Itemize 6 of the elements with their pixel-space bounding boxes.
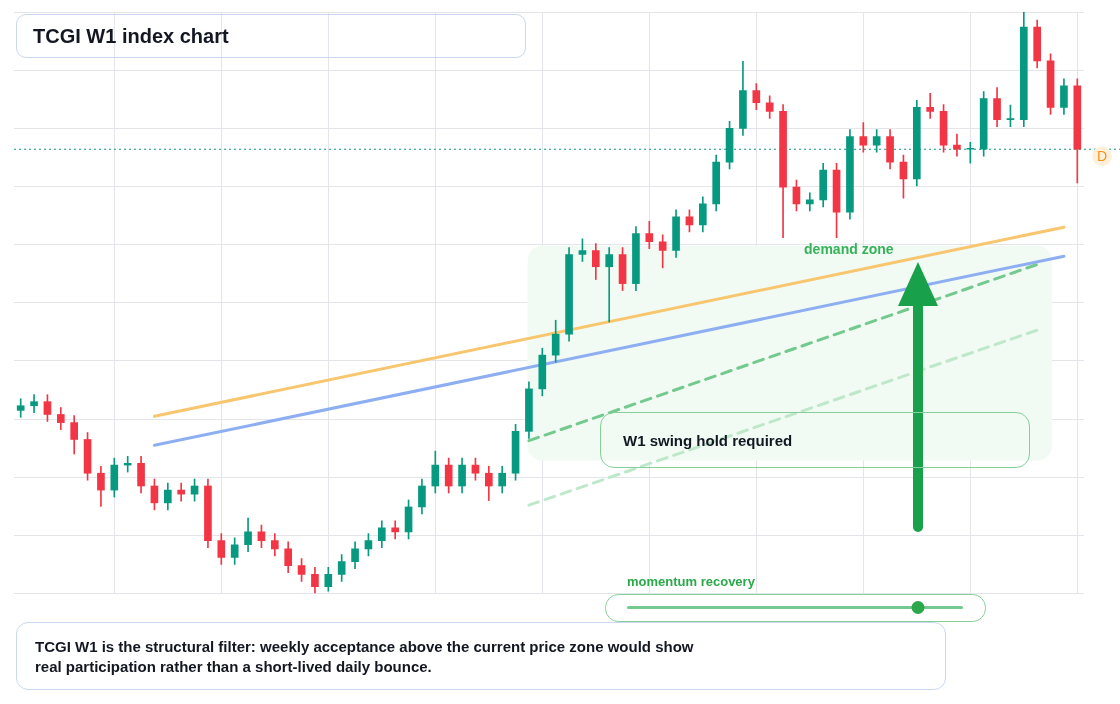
text: TCGI W1 is the structural filter: weekly acceptance above the current price zone would show real participation rather than a short-lived daily bounce.	[35, 637, 695, 677]
band-label: demand zone	[804, 240, 894, 257]
text: TCGI W1 index chart	[16, 14, 526, 58]
ref-line-label: D	[1096, 148, 1108, 165]
annotation: momentum recovery	[627, 574, 755, 589]
annotation: W1 swing hold required	[600, 412, 1030, 468]
